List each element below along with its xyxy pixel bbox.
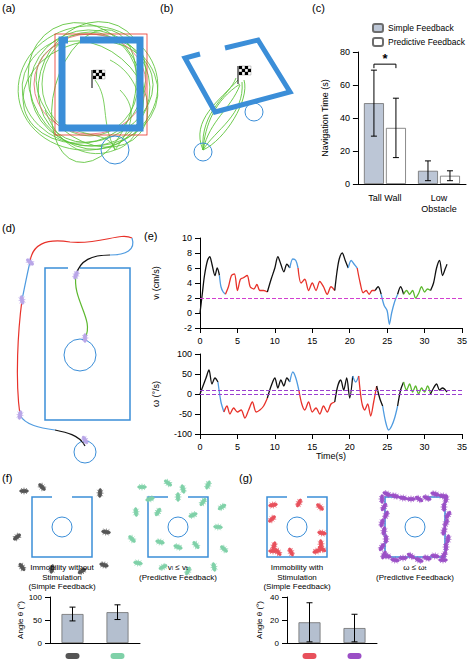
svg-text:0: 0 bbox=[345, 179, 350, 189]
svg-text:Navigation Time (s): Navigation Time (s) bbox=[320, 79, 330, 157]
svg-text:30: 30 bbox=[420, 336, 430, 346]
svg-text:10: 10 bbox=[270, 442, 280, 452]
svg-text:35: 35 bbox=[457, 336, 467, 346]
svg-text:20: 20 bbox=[345, 336, 355, 346]
svg-text:40: 40 bbox=[340, 113, 350, 123]
svg-text:(a): (a) bbox=[2, 2, 15, 14]
svg-text:20: 20 bbox=[340, 146, 350, 156]
svg-text:-2: -2 bbox=[184, 323, 192, 333]
svg-text:80: 80 bbox=[340, 47, 350, 57]
svg-text:vₗ (cm/s): vₗ (cm/s) bbox=[151, 266, 161, 300]
svg-text:0: 0 bbox=[197, 336, 202, 346]
svg-text:50: 50 bbox=[33, 616, 42, 625]
svg-text:8: 8 bbox=[187, 248, 192, 258]
svg-text:Predictive Feedback: Predictive Feedback bbox=[388, 37, 466, 47]
svg-text:Stimulation: Stimulation bbox=[42, 573, 82, 582]
svg-text:Angle θ (°): Angle θ (°) bbox=[255, 601, 264, 639]
svg-text:30: 30 bbox=[420, 442, 430, 452]
svg-text:20: 20 bbox=[270, 616, 279, 625]
svg-text:(Simple Feedback): (Simple Feedback) bbox=[28, 582, 95, 591]
svg-text:100: 100 bbox=[29, 593, 43, 602]
svg-text:ω ≤ ωₜ: ω ≤ ωₜ bbox=[403, 563, 427, 572]
svg-text:10: 10 bbox=[270, 336, 280, 346]
svg-text:(g): (g) bbox=[239, 472, 252, 484]
svg-text:0: 0 bbox=[38, 639, 43, 648]
svg-text:Low: Low bbox=[431, 193, 448, 203]
svg-text:(c): (c) bbox=[312, 2, 325, 14]
svg-text:(Predictive Feedback): (Predictive Feedback) bbox=[376, 573, 454, 582]
svg-text:5: 5 bbox=[235, 442, 240, 452]
svg-text:Obstacle: Obstacle bbox=[421, 204, 457, 214]
svg-text:10: 10 bbox=[182, 233, 192, 243]
svg-text:Immobility without: Immobility without bbox=[30, 563, 94, 572]
svg-text:35: 35 bbox=[457, 442, 467, 452]
svg-text:0: 0 bbox=[187, 389, 192, 399]
svg-text:Tall Wall: Tall Wall bbox=[368, 193, 401, 203]
svg-text:20: 20 bbox=[345, 442, 355, 452]
svg-text:Time(s): Time(s) bbox=[316, 451, 346, 461]
svg-text:25: 25 bbox=[382, 442, 392, 452]
svg-text:100: 100 bbox=[177, 349, 192, 359]
svg-text:(Predictive Feedback): (Predictive Feedback) bbox=[139, 573, 217, 582]
svg-text:vₗ ≤ vₜ: vₗ ≤ vₜ bbox=[168, 563, 189, 572]
svg-text:4: 4 bbox=[187, 278, 192, 288]
svg-text:25: 25 bbox=[382, 336, 392, 346]
svg-text:(Simple Feedback): (Simple Feedback) bbox=[263, 582, 330, 591]
svg-text:Stimulation: Stimulation bbox=[277, 573, 317, 582]
svg-text:(e): (e) bbox=[144, 230, 157, 242]
svg-text:Simple Feedback: Simple Feedback bbox=[388, 23, 454, 33]
svg-text:0: 0 bbox=[275, 639, 280, 648]
svg-text:0: 0 bbox=[197, 442, 202, 452]
svg-text:2: 2 bbox=[187, 293, 192, 303]
svg-text:*: * bbox=[382, 51, 388, 66]
svg-text:(d): (d) bbox=[2, 222, 15, 234]
svg-text:50: 50 bbox=[182, 369, 192, 379]
svg-text:60: 60 bbox=[340, 80, 350, 90]
svg-text:6: 6 bbox=[187, 263, 192, 273]
svg-text:(f): (f) bbox=[2, 472, 12, 484]
svg-text:15: 15 bbox=[307, 442, 317, 452]
svg-text:15: 15 bbox=[307, 336, 317, 346]
svg-text:0: 0 bbox=[187, 308, 192, 318]
svg-text:(b): (b) bbox=[160, 2, 173, 14]
svg-text:-50: -50 bbox=[179, 409, 192, 419]
svg-text:Angle θ (°): Angle θ (°) bbox=[16, 601, 25, 639]
svg-text:-100: -100 bbox=[174, 429, 192, 439]
svg-text:ω (°/s): ω (°/s) bbox=[151, 381, 161, 407]
svg-text:5: 5 bbox=[235, 336, 240, 346]
svg-text:40: 40 bbox=[270, 593, 279, 602]
svg-text:Immobility with: Immobility with bbox=[271, 563, 323, 572]
